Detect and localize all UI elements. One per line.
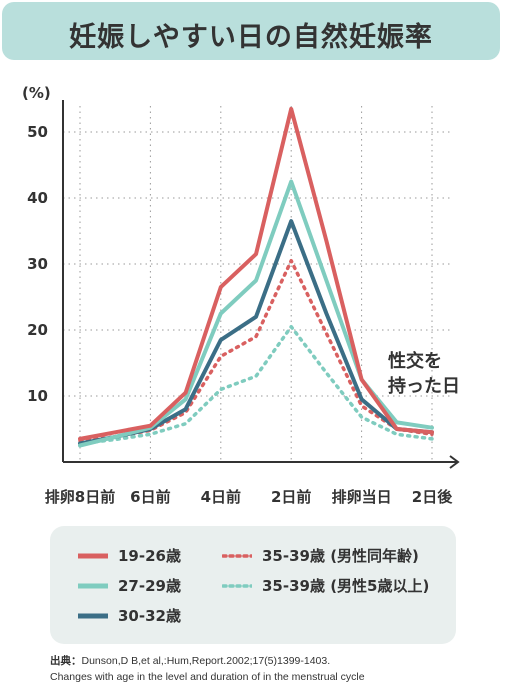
- source-citation: 出典：Dunson,D B,et al,:Hum,Report.2002;17(…: [50, 653, 365, 685]
- x-tick-label: 6日前: [130, 488, 170, 506]
- legend-item: 19-26歳: [78, 545, 181, 566]
- line-chart: 10 20 30 40 50 排卵8日前 6日前 4日前 2日前 排卵当日 2日後 (%): [22, 84, 460, 506]
- axes: [62, 100, 460, 469]
- legend-swatch: [222, 583, 252, 588]
- legend-swatch: [78, 613, 108, 618]
- y-axis-label: (%): [22, 84, 51, 102]
- x-tick-label: 排卵8日前: [45, 488, 115, 506]
- title-banner: 妊娠しやすい日の自然妊娠率: [2, 2, 500, 60]
- x-tick-label: 2日前: [271, 488, 311, 506]
- legend-label: 35-39歳 (男性同年齢): [262, 547, 419, 565]
- source-line-2: Changes with age in the level and durati…: [50, 671, 365, 683]
- annotation-line-1: 性交を: [388, 351, 442, 372]
- legend-label: 19-26歳: [118, 547, 181, 565]
- annotation-line-2: 持った日: [388, 376, 460, 397]
- legend: 19-26歳 27-29歳 30-32歳 35-39歳 (男性同年齢) 35-3…: [50, 526, 456, 644]
- legend-item: 30-32歳: [78, 605, 181, 626]
- grid: [63, 106, 452, 462]
- chart-title: 妊娠しやすい日の自然妊娠率: [69, 22, 433, 53]
- legend-swatch: [78, 583, 108, 588]
- x-tick-label: 2日後: [412, 488, 453, 506]
- y-tick-label: 20: [27, 321, 48, 339]
- legend-swatch: [222, 553, 252, 558]
- source-line-1: Dunson,D B,et al,:Hum,Report.2002;17(5)1…: [81, 655, 331, 667]
- y-tick-label: 50: [27, 123, 48, 141]
- legend-item: 27-29歳: [78, 575, 181, 596]
- y-ticks: 10 20 30 40 50: [27, 123, 48, 405]
- legend-label: 35-39歳 (男性5歳以上): [262, 577, 430, 595]
- series-line-5: [78, 324, 434, 446]
- legend-item: 35-39歳 (男性5歳以上): [222, 575, 429, 596]
- legend-label: 27-29歳: [118, 577, 181, 595]
- source-label: 出典：: [50, 655, 82, 667]
- y-tick-label: 10: [27, 387, 48, 405]
- x-tick-label: 排卵当日: [332, 488, 392, 506]
- series-line-1: [78, 106, 434, 441]
- annotation: 性交を 持った日: [388, 349, 460, 399]
- x-axis-arrow: [449, 455, 460, 469]
- x-tick-label: 4日前: [201, 488, 241, 506]
- legend-item: 35-39歳 (男性同年齢): [222, 545, 419, 566]
- legend-swatch: [78, 553, 108, 558]
- series-lines: [78, 106, 434, 448]
- y-tick-label: 30: [27, 255, 48, 273]
- x-ticks: 排卵8日前 6日前 4日前 2日前 排卵当日 2日後: [45, 488, 453, 506]
- y-tick-label: 40: [27, 189, 48, 207]
- legend-label: 30-32歳: [118, 607, 181, 625]
